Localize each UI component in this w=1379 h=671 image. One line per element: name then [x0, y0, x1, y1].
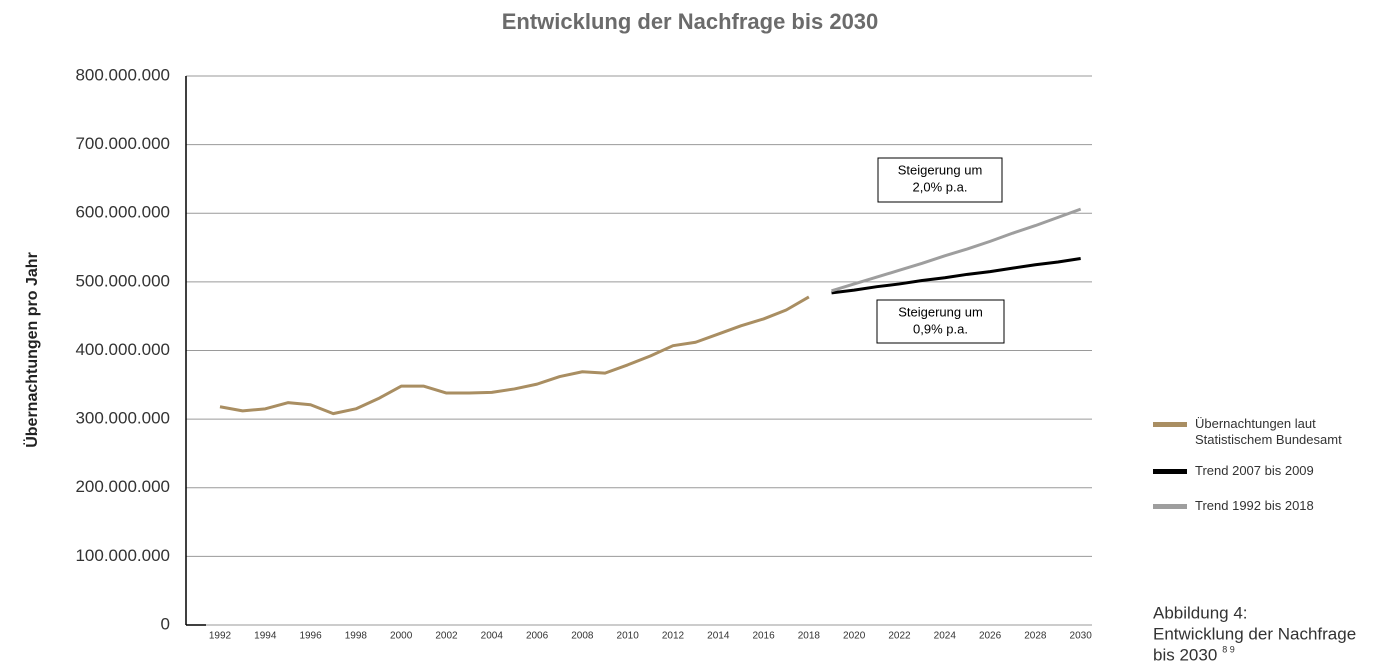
y-tick-label: 100.000.000 [75, 546, 170, 565]
y-tick-label: 800.000.000 [75, 65, 170, 84]
legend-label: Übernachtungen laut Statistischem Bundes… [1195, 416, 1342, 447]
x-tick-label: 2006 [526, 631, 549, 642]
legend-entry: Übernachtungen laut Statistischem Bundes… [1153, 416, 1379, 448]
x-tick-label: 2004 [481, 631, 504, 642]
x-tick-label: 2018 [798, 631, 821, 642]
legend-label: Trend 1992 bis 2018 [1195, 498, 1314, 513]
y-tick-label: 300.000.000 [75, 409, 170, 428]
legend-swatch [1153, 469, 1187, 474]
x-tick-label: 2012 [662, 631, 685, 642]
legend-swatch [1153, 422, 1187, 427]
caption-line: Abbildung 4: [1153, 603, 1248, 622]
y-tick-label: 400.000.000 [75, 340, 170, 359]
x-tick-label: 1998 [345, 631, 368, 642]
legend-label: Trend 2007 bis 2009 [1195, 463, 1314, 478]
y-tick-label: 700.000.000 [75, 134, 170, 153]
x-tick-label: 1996 [299, 631, 322, 642]
y-tick-label: 200.000.000 [75, 477, 170, 496]
annotation-text: 2,0% p.a. [913, 179, 968, 194]
legend-entry: Trend 1992 bis 2018 [1153, 498, 1379, 514]
y-tick-label: 500.000.000 [75, 271, 170, 290]
annotation-text: Steigerung um [898, 304, 983, 319]
caption-footnote: 8 9 [1222, 644, 1235, 654]
x-tick-label: 1994 [254, 631, 277, 642]
chart-title: Entwicklung der Nachfrage bis 2030 [502, 9, 879, 34]
annotation-box [876, 299, 1005, 344]
caption-line: bis 2030 [1153, 645, 1217, 664]
x-tick-label: 1992 [209, 631, 232, 642]
series-line [831, 257, 1081, 295]
series-line [219, 295, 810, 416]
y-tick-label: 0 [161, 614, 170, 633]
x-tick-label: 2014 [707, 631, 730, 642]
x-tick-label: 2000 [390, 631, 413, 642]
x-tick-label: 2030 [1070, 631, 1093, 642]
x-tick-label: 2026 [979, 631, 1002, 642]
x-tick-label: 2022 [888, 631, 911, 642]
y-axis-label: Übernachtungen pro Jahr [22, 252, 41, 448]
x-tick-label: 2008 [571, 631, 594, 642]
caption-line: Entwicklung der Nachfrage [1153, 624, 1356, 643]
x-tick-label: 2010 [617, 631, 640, 642]
x-tick-label: 2002 [435, 631, 458, 642]
legend-entry: Trend 2007 bis 2009 [1153, 463, 1379, 479]
x-tick-label: 2024 [934, 631, 957, 642]
y-tick-label: 600.000.000 [75, 203, 170, 222]
annotation-text: Steigerung um [898, 162, 983, 177]
legend-swatch [1153, 504, 1187, 509]
x-tick-label: 2016 [752, 631, 775, 642]
annotation-box [877, 157, 1003, 203]
series-line [831, 207, 1082, 293]
x-tick-label: 2020 [843, 631, 866, 642]
x-tick-label: 2028 [1024, 631, 1047, 642]
annotation-text: 0,9% p.a. [913, 321, 968, 336]
